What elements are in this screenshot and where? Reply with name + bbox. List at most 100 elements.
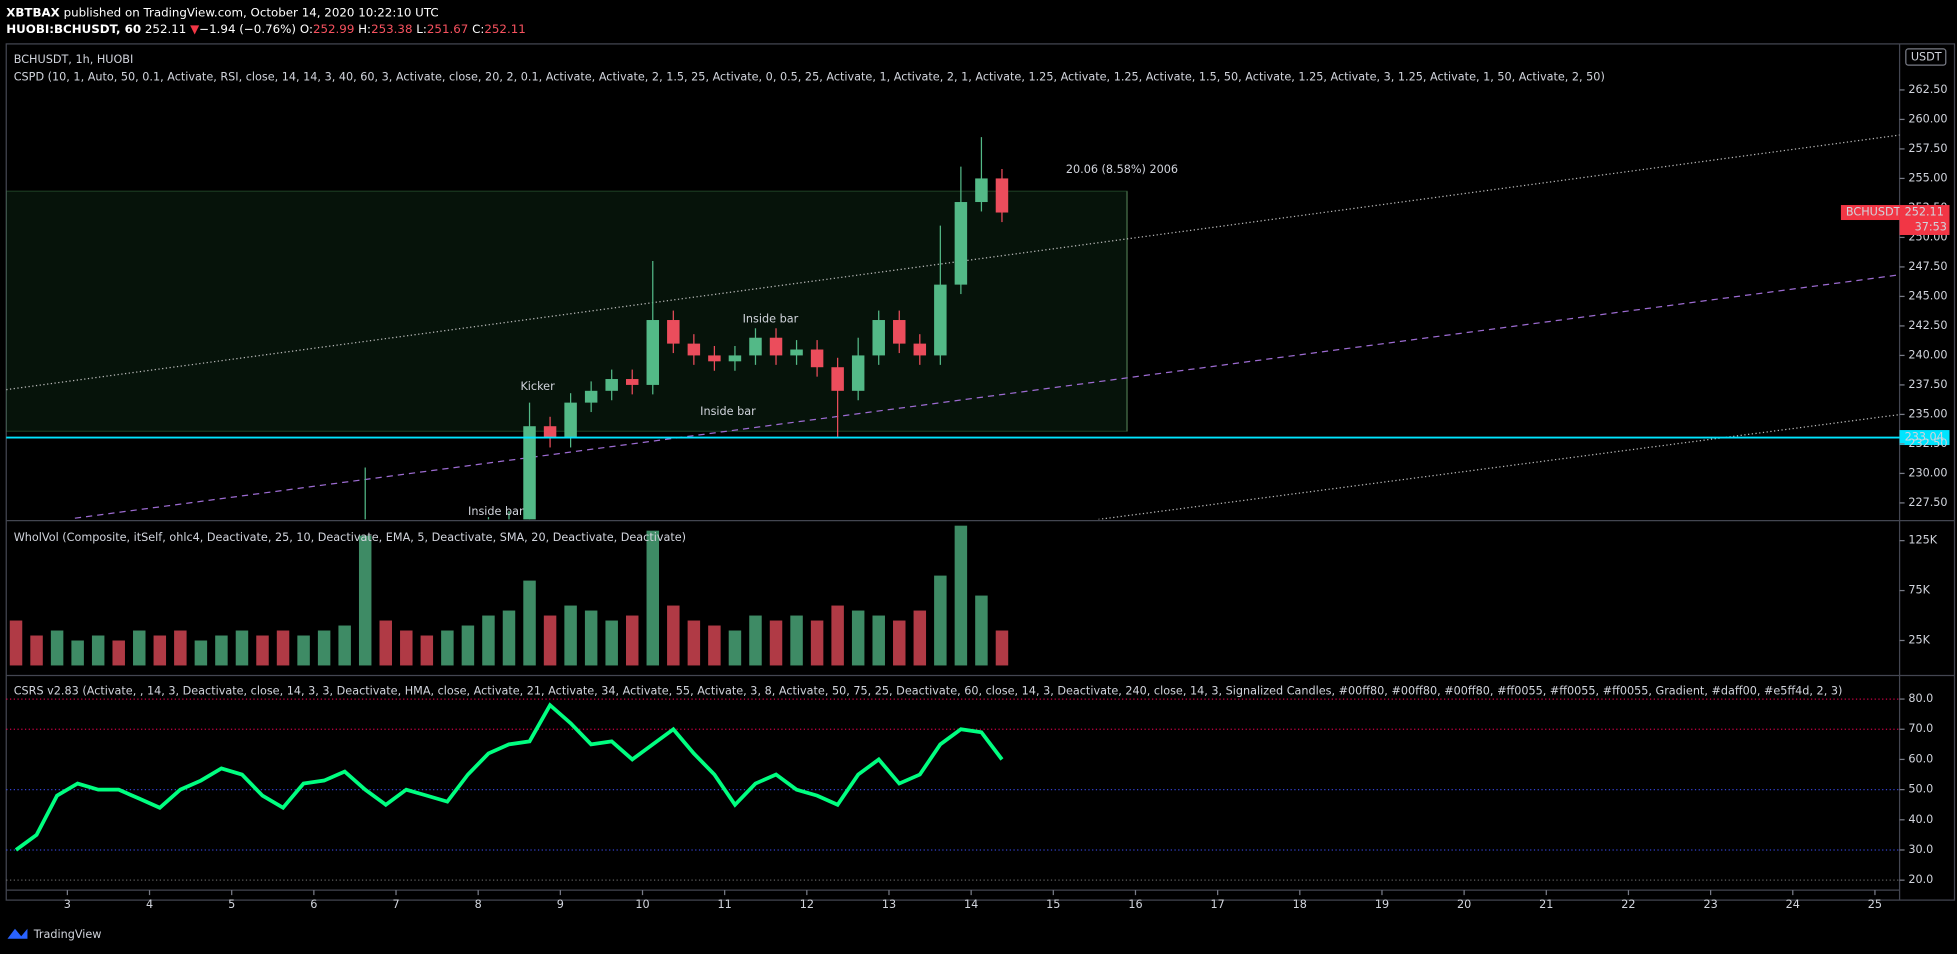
volume-bar [975,595,988,666]
published: published on TradingView.com, October 14… [64,5,439,19]
last-symbol-tag [1840,205,1900,221]
l: 251.67 [427,21,468,35]
x-tick-label: 4 [146,898,153,911]
pane-title: BCHUSDT, 1h, HUOBI [14,53,134,66]
candle-body [646,320,660,385]
y-tick-label: 232.50 [1908,437,1947,450]
candle-body [831,367,844,391]
candle-body [975,178,988,203]
x-tick-label: 25 [1868,898,1882,911]
csrs-line [14,702,1004,852]
y-tick-label: 242.50 [1908,319,1947,332]
volume-bar [461,625,475,666]
last-symbol: BCHUSDT [1846,206,1901,219]
y-tick-label: 260.00 [1908,112,1947,125]
volume-bar [564,605,577,666]
volume-bar [995,630,1009,666]
x-tick-label: 13 [882,898,896,911]
last: 252.11 [145,21,186,35]
volume-bar [667,605,680,666]
c: 252.11 [484,21,525,35]
last-price: 252.11 [1905,206,1944,219]
candle-body [790,349,803,356]
change: −1.94 (−0.76%) [199,21,296,35]
volume-bar [687,620,701,666]
candle-body [708,355,721,362]
candle-body [913,343,927,356]
x-tick-label: 12 [800,898,814,911]
ohlc-line: HUOBI:BCHUSDT, 60 252.11 ▼−1.94 (−0.76%)… [6,21,526,35]
volume-bar [441,630,454,666]
c-label: C: [472,21,484,35]
volume-bar [543,615,557,666]
x-tick-label: 20 [1457,898,1471,911]
arrow: ▼ [190,21,200,35]
o-label: O: [300,21,313,35]
volume-bar [400,630,413,666]
y-tick-label: 237.50 [1908,378,1947,391]
pattern-label: Inside bar [700,405,756,418]
x-tick-label: 10 [635,898,649,911]
volume-bar [174,630,187,666]
volume-bar [379,620,392,666]
volume-bar [235,630,249,666]
volume-bar [625,615,639,666]
pattern-label: Inside bar [468,505,524,518]
volume-bar [749,615,762,666]
volume-bar [790,615,803,666]
volume-bar [30,635,43,666]
pattern-label: Inside bar [743,313,799,326]
candle-body [564,402,577,439]
volume-bar [9,620,23,666]
volume-bar [646,530,660,666]
volume-bar [133,630,146,666]
candle-body [872,320,885,356]
volume-bar [194,640,208,666]
o: 252.99 [313,21,354,35]
y-tick-label: 240.00 [1908,348,1947,361]
pane-title: CSRS v2.83 (Activate, , 14, 3, Deactivat… [14,685,1843,698]
candle-body [625,379,639,385]
candle-body [687,343,701,356]
x-tick-label: 23 [1703,898,1717,911]
volume-bar [605,620,618,666]
y-tick-label: 230.00 [1908,466,1947,479]
volume-bar [91,635,105,666]
header-line: XBTBAX published on TradingView.com, Oct… [6,5,438,19]
level-tag [1899,430,1950,446]
candle-body [523,426,536,520]
volume-bar [872,615,885,666]
volume-bar [71,640,84,666]
y-tick-label: 80.0 [1908,692,1933,705]
x-tick-label: 9 [557,898,564,911]
volume-bar [297,635,310,666]
axis-unit: USDT [1911,51,1942,64]
countdown: 37:53 [1915,221,1947,234]
y-tick-label: 25K [1908,633,1930,646]
volume-bar [893,620,906,666]
y-tick-label: 255.00 [1908,171,1947,184]
channel-line [74,274,1900,519]
volume-bar [584,610,598,666]
volume-bar [482,615,495,666]
candle-body [584,390,598,403]
volume-bar [810,620,824,666]
x-tick-label: 3 [64,898,71,911]
y-tick-label: 70.0 [1908,722,1933,735]
x-tick-label: 22 [1621,898,1635,911]
x-tick-label: 6 [310,898,317,911]
logo-mark [7,928,28,939]
x-tick-label: 8 [475,898,482,911]
last-price-tag [1899,205,1950,235]
volume-bar [317,630,331,666]
candle-body [769,337,783,356]
y-tick-label: 40.0 [1908,813,1933,826]
x-tick-label: 15 [1046,898,1060,911]
volume-bar [934,575,947,666]
y-tick-label: 125K [1908,534,1937,547]
candle-body [667,320,680,344]
y-tick-label: 235.00 [1908,407,1947,420]
candle-body [995,178,1009,213]
